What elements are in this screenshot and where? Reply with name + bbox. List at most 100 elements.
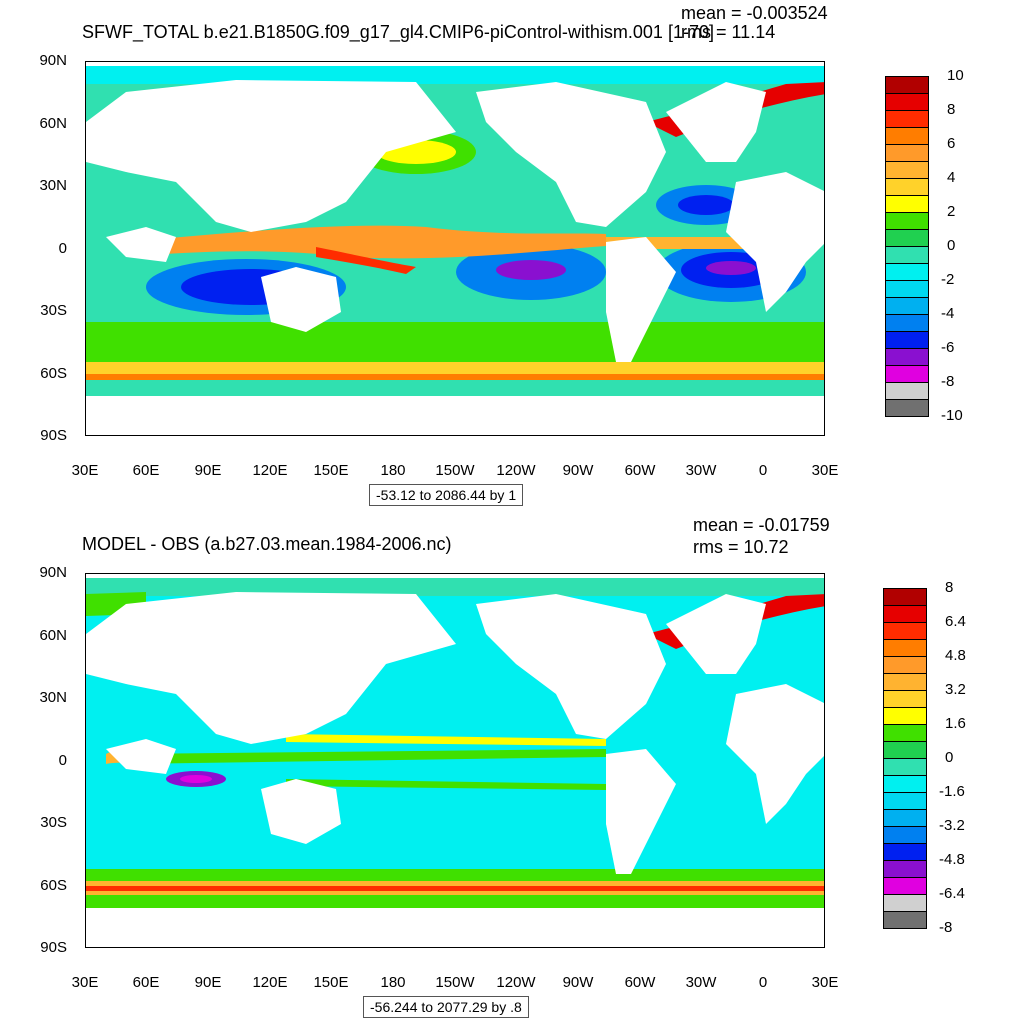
colorbar-swatch [885,280,929,298]
lat-tick-label: 0 [58,240,67,257]
colorbar-swatch [885,399,929,417]
rms-stat: rms = 10.72 [693,537,789,557]
colorbar-swatch [885,382,929,400]
colorbar-swatch [885,144,929,162]
lat-tick-label: 90S [40,427,67,444]
colorbar-swatch [885,110,929,128]
lat-tick-label: 90N [39,52,67,69]
colorbar-swatch [885,348,929,366]
land-antarctica [86,402,824,435]
colorbar-swatch [883,707,927,725]
colorbar-swatch [883,775,927,793]
map-plot-area [85,61,825,436]
model-obs-map [86,574,824,947]
lon-tick-label: 60W [624,462,656,479]
colorbar-swatch [885,76,929,94]
colorbar-swatch [885,229,929,247]
colorbar-swatch [885,178,929,196]
lat-tick-label: 30S [40,814,67,831]
lon-tick-label: 150E [313,462,349,479]
lat-tick-label: 60S [40,877,67,894]
chart-title: SFWF_TOTAL b.e21.B1850G.f09_g17_gl4.CMIP… [82,22,714,42]
lon-tick-label: 150W [435,974,475,991]
lat-tick-label: 60N [39,115,67,132]
lon-tick-label: 90E [194,462,222,479]
lat-tick-label: 60N [39,627,67,644]
colorbar-label: 4.8 [945,647,966,664]
contour-range-label: -53.12 to 2086.44 by 1 [369,484,524,506]
land-eurasia [86,80,456,232]
land-north-america [476,594,666,739]
lon-tick-label: 0 [758,462,768,479]
colorbar-label: -6.4 [939,885,965,902]
chart-title: MODEL - OBS (a.b27.03.mean.1984-2006.nc) [82,534,452,554]
lon-tick-label: 180 [380,462,406,479]
colorbar-label: 6 [947,135,956,152]
colorbar-swatch [883,826,927,844]
lon-tick-label: 120W [496,974,536,991]
lat-tick-label: 30N [39,177,67,194]
lon-tick-label: 30W [685,462,717,479]
colorbar-swatch [885,297,929,315]
colorbar-swatch [883,741,927,759]
colorbar-label: -10 [941,407,963,424]
lon-tick-label: 120W [496,462,536,479]
land-india [106,227,176,262]
colorbar-swatch [885,161,929,179]
lon-tick-label: 120E [252,974,288,991]
colorbar-label: 10 [947,67,964,84]
mean-stat: mean = -0.01759 [693,515,830,535]
lat-tick-label: 0 [58,752,67,769]
lon-tick-label: 150W [435,462,475,479]
colorbar-label: -8 [939,919,953,936]
land-north-america [476,82,666,227]
colorbar-label: -1.6 [939,783,965,800]
colorbar-swatch [885,93,929,111]
colorbar-swatch [885,314,929,332]
colorbar-swatch [883,860,927,878]
colorbar-swatch [883,843,927,861]
lon-tick-label: 120E [252,462,288,479]
colorbar-swatch [883,588,927,606]
land-africa [726,684,824,824]
lon-tick-label: 30E [71,974,99,991]
land-australia [261,267,341,332]
colorbar-swatch [885,263,929,281]
colorbar-swatch [883,673,927,691]
colorbar-swatch [885,212,929,230]
colorbar-label: 8 [945,579,954,596]
land-greenland [666,594,766,674]
map-plot-area [85,573,825,948]
colorbar-swatch [885,246,929,264]
sfwf-map [86,62,824,435]
top-panel: mean = -0.003524 rms = 11.14 SFWF_TOTAL … [39,3,964,506]
lat-tick-label: 90N [39,564,67,581]
lat-tick-label: 90S [40,939,67,956]
colorbar-swatch [883,894,927,912]
lon-tick-label: 0 [758,974,768,991]
colorbar-label: -6 [941,339,955,356]
lat-tick-label: 30N [39,689,67,706]
lon-tick-label: 30E [71,462,99,479]
lon-tick-label: 90W [562,462,594,479]
lat-tick-label: 60S [40,365,67,382]
contour-range-label: -56.244 to 2077.29 by .8 [363,996,529,1018]
colorbar-swatch [885,195,929,213]
land-india [106,739,176,774]
rms-stat: rms = 11.14 [681,22,776,42]
lat-tick-label: 30S [40,302,67,319]
mean-stat: mean = -0.003524 [681,3,828,23]
land-south-america [606,749,676,874]
lon-tick-label: 90W [562,974,594,991]
colorbar-swatch [883,690,927,708]
colorbar-swatch [883,605,927,623]
land-south-america [606,237,676,362]
colorbar-label: 0 [945,749,954,766]
colorbar-swatch [883,877,927,895]
lon-tick-label: 150E [313,974,349,991]
colorbar-swatch [883,622,927,640]
land-eurasia [86,592,456,744]
colorbar-swatch [883,792,927,810]
colorbar-swatch [883,639,927,657]
colorbar-label: 1.6 [945,715,966,732]
